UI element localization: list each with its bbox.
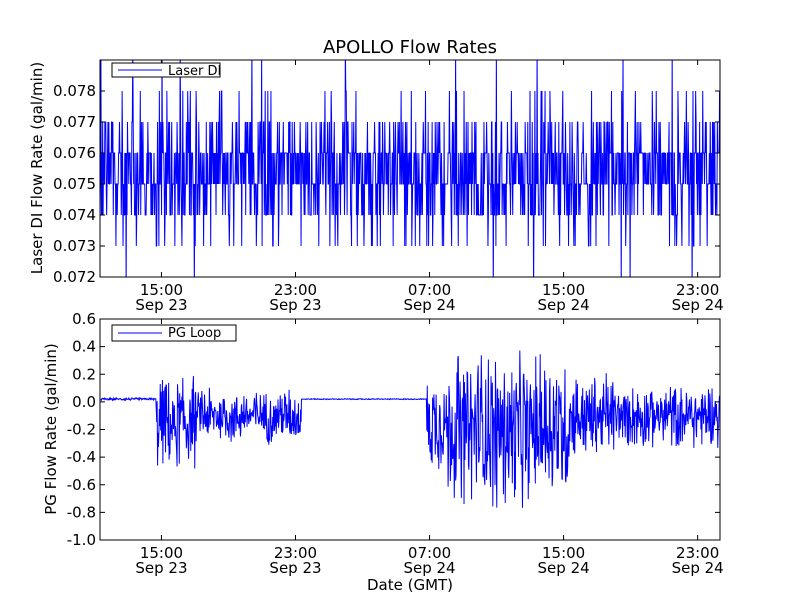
laser-di-x-tick-time: 15:00 [140, 281, 183, 299]
pg-loop-series-group [100, 350, 720, 508]
pg-loop-y-tick-label: -0.2 [67, 421, 96, 439]
pg-loop-y-tick-label: -0.8 [67, 503, 96, 521]
laser-di-x-tick-date: Sep 24 [672, 296, 724, 314]
laser-di-y-tick-label: 0.072 [53, 268, 96, 286]
pg-loop-x-axis-label: Date (GMT) [367, 576, 453, 594]
pg-loop-x-tick-date: Sep 23 [135, 559, 187, 577]
pg-loop-y-tick-label: -1.0 [67, 531, 96, 549]
laser-di-x-tick-date: Sep 24 [403, 296, 455, 314]
laser-di-y-tick-label: 0.078 [53, 82, 96, 100]
laser-di-x-tick-time: 23:00 [274, 281, 317, 299]
laser-di-x-tick-time: 07:00 [408, 281, 451, 299]
laser-di-x-tick-time: 23:00 [676, 281, 719, 299]
laser-di-y-axis: 0.072 0.073 0.074 0.075 0.076 0.077 0.078 [53, 82, 720, 286]
pg-loop-y-tick-label: 0.2 [72, 365, 96, 383]
pg-loop-y-tick-label: 0.0 [72, 393, 96, 411]
pg-loop-legend-box [111, 324, 237, 342]
pg-loop-x-tick-time: 15:00 [542, 544, 585, 562]
pg-loop-y-tick-label: 0.4 [72, 338, 96, 356]
laser-di-plot-frame [99, 59, 721, 278]
pg-loop-y-tick-label: 0.6 [72, 310, 96, 328]
pg-loop-x-tick-time: 23:00 [676, 544, 719, 562]
pg-loop-series-line [100, 350, 720, 508]
chart-title: APOLLO Flow Rates [323, 37, 497, 58]
laser-di-y-tick-label: 0.073 [53, 237, 96, 255]
pg-loop-y-axis: -1.0 -0.8 -0.6 -0.4 -0.2 0.0 0.2 0.4 0.6 [67, 310, 720, 549]
laser-di-series-group [100, 60, 720, 277]
pg-loop-legend: PG Loop [111, 324, 237, 342]
laser-di-x-tick-date: Sep 23 [269, 296, 321, 314]
laser-di-x-tick-date: Sep 23 [135, 296, 187, 314]
pg-loop-y-tick-label: -0.6 [67, 476, 96, 494]
pg-loop-x-tick-date: Sep 24 [538, 559, 590, 577]
laser-di-x-tick-date: Sep 24 [538, 296, 590, 314]
laser-di-legend-label: Laser DI [168, 64, 221, 79]
pg-loop-x-tick-date: Sep 24 [403, 559, 455, 577]
laser-di-y-tick-label: 0.077 [53, 113, 96, 131]
pg-loop-x-tick-date: Sep 24 [672, 559, 724, 577]
pg-loop-y-tick-label: -0.4 [67, 448, 96, 466]
laser-di-series-line [100, 60, 720, 277]
pg-loop-x-tick-time: 07:00 [408, 544, 451, 562]
laser-di-y-tick-label: 0.076 [53, 144, 96, 162]
laser-di-legend: Laser DI [111, 62, 221, 79]
pg-loop-legend-label: PG Loop [168, 326, 221, 341]
pg-loop-y-axis-label: PG Flow Rate (gal/min) [42, 343, 60, 515]
laser-di-panel: 0.072 0.073 0.074 0.075 0.076 0.077 0.078 15:0… [28, 59, 724, 314]
laser-di-y-tick-label: 0.075 [53, 175, 96, 193]
laser-di-legend-box [111, 62, 221, 78]
pg-loop-x-tick-time: 15:00 [140, 544, 183, 562]
pg-loop-x-tick-date: Sep 23 [269, 559, 321, 577]
pg-loop-x-tick-time: 23:00 [274, 544, 317, 562]
pg-loop-panel: -1.0-0.8-0.6-0.4-0.20.00.20.40.6 15:00Se… [42, 310, 724, 594]
laser-di-y-tick-label: 0.074 [53, 206, 96, 224]
laser-di-y-axis-label: Laser DI Flow Rate (gal/min) [28, 62, 46, 274]
laser-di-x-tick-time: 15:00 [542, 281, 585, 299]
